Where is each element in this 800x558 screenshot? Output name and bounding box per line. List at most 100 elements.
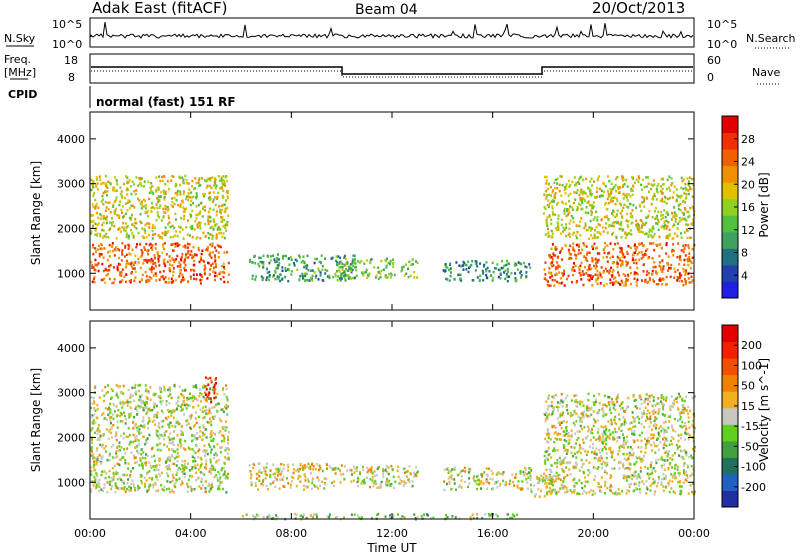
echo-cell bbox=[98, 483, 100, 486]
echo-cell bbox=[194, 254, 196, 257]
echo-cell bbox=[625, 179, 627, 182]
nsky-label: N.Sky bbox=[4, 32, 36, 45]
echo-cell bbox=[123, 448, 125, 451]
echo-cell bbox=[590, 227, 592, 230]
echo-cell bbox=[128, 416, 130, 419]
echo-cell bbox=[648, 272, 650, 275]
echo-cell bbox=[95, 264, 97, 267]
echo-cell bbox=[547, 199, 549, 202]
echo-cell bbox=[165, 281, 167, 284]
echo-cell bbox=[562, 230, 564, 233]
echo-cell bbox=[361, 260, 363, 263]
echo-cell bbox=[209, 243, 211, 246]
echo-cell bbox=[398, 476, 400, 479]
echo-cell bbox=[113, 211, 115, 214]
echo-cell bbox=[164, 485, 166, 488]
echo-cell bbox=[678, 434, 680, 437]
echo-cell bbox=[127, 181, 129, 184]
echo-cell bbox=[100, 462, 102, 465]
echo-cell bbox=[115, 491, 117, 494]
echo-cell bbox=[680, 259, 682, 262]
echo-cell bbox=[307, 478, 309, 481]
echo-cell bbox=[158, 187, 160, 190]
echo-cell bbox=[608, 225, 610, 228]
echo-cell bbox=[330, 467, 332, 470]
echo-cell bbox=[587, 469, 589, 472]
echo-cell bbox=[96, 224, 98, 227]
echo-cell bbox=[105, 217, 107, 220]
echo-cell bbox=[164, 183, 166, 186]
echo-cell bbox=[540, 490, 542, 493]
echo-cell bbox=[276, 267, 278, 270]
echo-cell bbox=[272, 255, 274, 258]
echo-cell bbox=[653, 227, 655, 230]
echo-cell bbox=[101, 458, 103, 461]
echo-cell bbox=[195, 472, 197, 475]
echo-cell bbox=[105, 477, 107, 480]
echo-cell bbox=[584, 222, 586, 225]
echo-cell bbox=[408, 261, 410, 264]
echo-cell bbox=[188, 188, 190, 191]
echo-cell bbox=[582, 270, 584, 273]
echo-cell bbox=[583, 255, 585, 257]
echo-cell bbox=[638, 224, 640, 227]
echo-cell bbox=[681, 249, 683, 252]
echo-cell bbox=[192, 460, 194, 463]
echo-cell bbox=[382, 476, 384, 479]
echo-cell bbox=[193, 188, 195, 191]
echo-cell bbox=[648, 477, 650, 480]
echo-cell bbox=[608, 202, 610, 205]
echo-cell bbox=[529, 266, 531, 269]
echo-cell bbox=[403, 467, 405, 470]
echo-cell bbox=[370, 259, 372, 262]
echo-cell bbox=[622, 179, 624, 182]
echo-cell bbox=[199, 279, 201, 282]
echo-cell bbox=[596, 453, 598, 456]
echo-cell bbox=[646, 413, 648, 416]
echo-cell bbox=[205, 480, 207, 483]
echo-cell bbox=[190, 397, 192, 400]
echo-cell bbox=[128, 490, 130, 493]
echo-cell bbox=[91, 446, 93, 449]
echo-cell bbox=[121, 420, 123, 423]
echo-cell bbox=[140, 267, 142, 270]
echo-cell bbox=[605, 202, 607, 205]
echo-cell bbox=[485, 261, 487, 264]
echo-cell bbox=[134, 267, 136, 270]
echo-cell bbox=[576, 209, 578, 212]
echo-cell bbox=[318, 479, 320, 482]
echo-cell bbox=[205, 180, 207, 183]
echo-cell bbox=[198, 179, 200, 182]
echo-cell bbox=[179, 265, 181, 268]
echo-cell bbox=[655, 244, 657, 247]
echo-cell bbox=[334, 273, 336, 276]
echo-cell bbox=[158, 260, 160, 263]
echo-cell bbox=[163, 438, 165, 441]
echo-cell bbox=[119, 449, 121, 452]
echo-cell bbox=[104, 281, 106, 284]
echo-cell bbox=[642, 231, 644, 234]
echo-cell bbox=[226, 251, 228, 254]
echo-cell bbox=[125, 175, 127, 178]
echo-cell bbox=[102, 182, 104, 185]
echo-cell bbox=[366, 259, 368, 262]
echo-cell bbox=[103, 192, 105, 195]
echo-cell bbox=[199, 436, 201, 439]
echo-cell bbox=[313, 465, 315, 468]
echo-cell bbox=[204, 223, 206, 226]
echo-cell bbox=[158, 395, 160, 398]
echo-cell bbox=[647, 437, 649, 440]
echo-cell bbox=[191, 228, 193, 231]
echo-cell bbox=[195, 452, 197, 455]
echo-cell bbox=[626, 220, 628, 223]
echo-cell bbox=[671, 177, 673, 180]
echo-cell bbox=[174, 245, 176, 248]
echo-cell bbox=[108, 269, 110, 272]
echo-cell bbox=[180, 205, 182, 208]
echo-cell bbox=[223, 393, 225, 396]
echo-cell bbox=[166, 253, 168, 256]
echo-cell bbox=[568, 432, 570, 435]
echo-cell bbox=[661, 283, 663, 286]
echo-cell bbox=[356, 470, 358, 473]
echo-cell bbox=[160, 400, 162, 403]
